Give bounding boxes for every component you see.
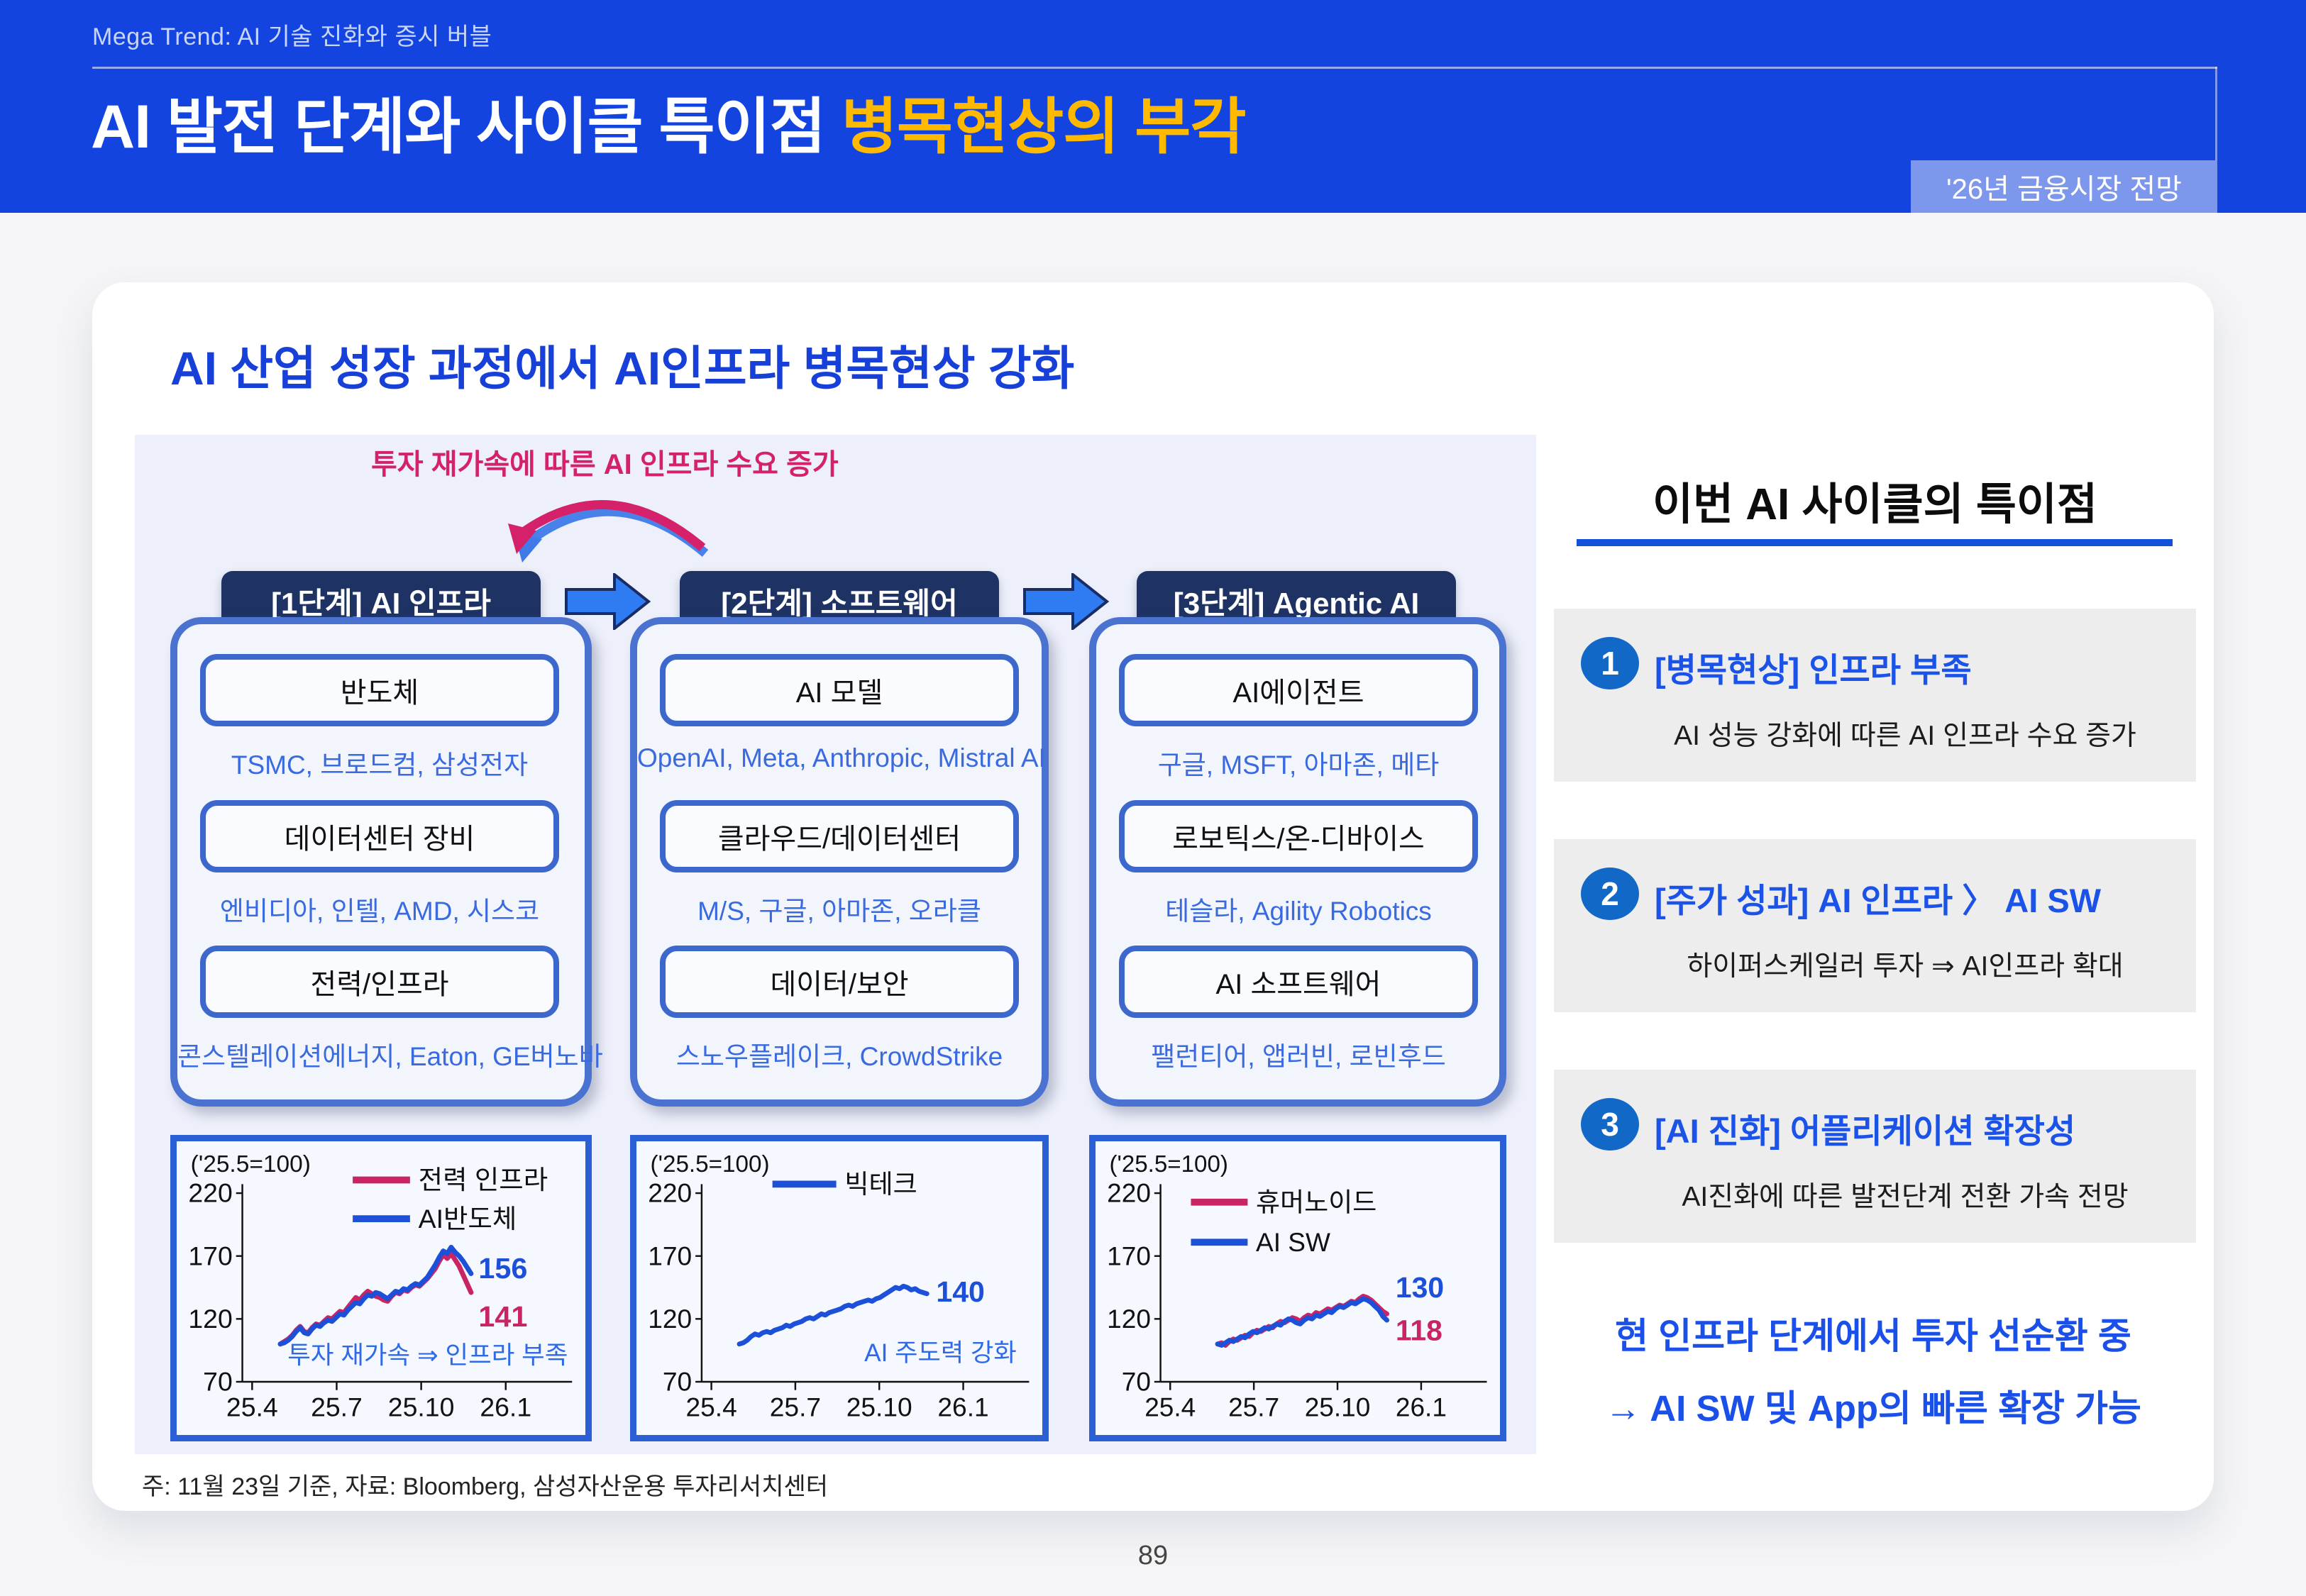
svg-text:26.1: 26.1 xyxy=(937,1392,988,1422)
page-number: 89 xyxy=(1137,1541,1169,1570)
svg-text:25.10: 25.10 xyxy=(846,1392,912,1422)
insight-1-subtext: AI 성능 강화에 따른 AI 인프라 수요 증가 xyxy=(1674,721,2136,751)
stage-2-companies-3: 스노우플레이크, CrowdStrike xyxy=(675,1042,1003,1071)
svg-text:70: 70 xyxy=(203,1367,233,1397)
svg-text:투자 재가속 ⇒ 인프라 부족: 투자 재가속 ⇒ 인프라 부족 xyxy=(287,1342,568,1370)
insight-item-3: 3 [AI 진화] 어플리케이션 확장성 AI진화에 따른 발전단계 전환 가속… xyxy=(1554,1070,2196,1243)
header-eyebrow: Mega Trend: AI 기술 진화와 증시 버블 xyxy=(92,23,492,50)
chart-humanoid-vs-aisw: 220 170 120 70 25.4 25.7 25.10 26.1 ('25.5=100) 휴… xyxy=(1089,1135,1506,1441)
outlook-badge: '26년 금융시장 전망 xyxy=(1911,160,2217,213)
chart-power-vs-semis: 220 170 120 70 25.4 25.7 25.10 26.1 ('25.5=100) 전… xyxy=(170,1135,592,1441)
right-panel-title: 이번 AI 사이클의 특이점 xyxy=(1652,480,2098,529)
section-title: AI 산업 성장 과정에서 AI인프라 병목현상 강화 xyxy=(170,342,1075,394)
header-rule xyxy=(92,67,2217,69)
svg-text:170: 170 xyxy=(1107,1241,1151,1270)
chart-bigtech: 220 170 120 70 25.4 25.7 25.10 26.1 ('25.5=100) 빅… xyxy=(630,1135,1049,1441)
stage-3-companies-2: 테슬라, Agility Robotics xyxy=(1165,897,1432,926)
svg-text:25.10: 25.10 xyxy=(1305,1392,1371,1422)
svg-text:('25.5=100): ('25.5=100) xyxy=(651,1151,770,1177)
svg-text:('25.5=100): ('25.5=100) xyxy=(1109,1151,1228,1177)
source-note: 주: 11월 23일 기준, 자료: Bloomberg, 삼성자산운용 투자리… xyxy=(142,1473,829,1500)
stage-2-box-1: AI 모델 xyxy=(660,654,1019,726)
svg-text:전력 인프라: 전력 인프라 xyxy=(419,1165,548,1195)
flow-arrow-1 xyxy=(565,573,651,630)
svg-text:AI 주도력 강화: AI 주도력 강화 xyxy=(864,1339,1017,1367)
svg-text:70: 70 xyxy=(663,1367,692,1397)
stage-3-box-2: 로보틱스/온-디바이스 xyxy=(1119,800,1478,872)
stage-1-column: 반도체 TSMC, 브로드컴, 삼성전자 데이터센터 장비 엔비디아, 인텔, … xyxy=(170,617,603,1107)
svg-text:170: 170 xyxy=(648,1241,692,1270)
svg-text:70: 70 xyxy=(1122,1367,1151,1397)
svg-text:25.4: 25.4 xyxy=(685,1392,737,1422)
stage-3-box-3: AI 소프트웨어 xyxy=(1119,946,1478,1018)
svg-text:26.1: 26.1 xyxy=(1396,1392,1447,1422)
header-corner-rule xyxy=(2215,67,2217,213)
svg-text:130: 130 xyxy=(1396,1271,1444,1304)
insight-1-number-badge: 1 xyxy=(1581,637,1639,689)
svg-text:170: 170 xyxy=(188,1241,232,1271)
svg-text:AI SW: AI SW xyxy=(1256,1227,1330,1257)
stage-1-box-3: 전력/인프라 xyxy=(200,946,559,1018)
insight-item-2: 2 [주가 성과] AI 인프라 〉 AI SW 하이퍼스케일러 투자 ⇒ AI… xyxy=(1554,839,2196,1012)
stage-2-companies-1: OpenAI, Meta, Anthropic, Mistral AI xyxy=(637,743,1046,772)
stage-2-box-3: 데이터/보안 xyxy=(660,946,1019,1018)
insight-3-title: [AI 진화] 어플리케이션 확장성 xyxy=(1655,1112,2076,1150)
svg-text:25.4: 25.4 xyxy=(1144,1392,1196,1422)
svg-text:25.7: 25.7 xyxy=(770,1392,821,1422)
stage-1-companies-2: 엔비디아, 인텔, AMD, 시스코 xyxy=(219,897,540,926)
page-title-main: AI 발전 단계와 사이클 특이점 xyxy=(91,93,842,161)
svg-text:118: 118 xyxy=(1396,1314,1442,1347)
page-title-accent: 병목현상의 부각 xyxy=(841,93,1247,161)
svg-text:AI반도체: AI반도체 xyxy=(419,1204,517,1234)
svg-text:120: 120 xyxy=(188,1304,232,1334)
stage-1-companies-3: 콘스텔레이션에너지, Eaton, GE버노바 xyxy=(177,1042,603,1071)
svg-text:220: 220 xyxy=(1107,1178,1151,1208)
header-bar: Mega Trend: AI 기술 진화와 증시 버블 AI 발전 단계와 사이… xyxy=(0,0,2306,213)
svg-text:120: 120 xyxy=(1107,1304,1151,1334)
stage-2-column: AI 모델 OpenAI, Meta, Anthropic, Mistral A… xyxy=(630,617,1049,1107)
insight-item-1: 1 [병목현상] 인프라 부족 AI 성능 강화에 따른 AI 인프라 수요 증… xyxy=(1554,609,2196,782)
stage-3-box-1: AI에이전트 xyxy=(1119,654,1478,726)
flow-arrow-2 xyxy=(1023,573,1110,630)
insight-2-title: [주가 성과] AI 인프라 〉 AI SW xyxy=(1655,882,2102,919)
svg-text:25.7: 25.7 xyxy=(1228,1392,1279,1422)
svg-text:141: 141 xyxy=(478,1300,527,1333)
svg-text:('25.5=100): ('25.5=100) xyxy=(191,1151,311,1177)
svg-text:25.4: 25.4 xyxy=(226,1392,278,1422)
stage-3-companies-1: 구글, MSFT, 아마존, 메타 xyxy=(1157,750,1440,780)
reacceleration-arc-arrow xyxy=(508,500,709,563)
svg-text:휴머노이드: 휴머노이드 xyxy=(1256,1187,1377,1217)
svg-text:25.7: 25.7 xyxy=(311,1392,363,1422)
stage-2-box-2: 클라우드/데이터센터 xyxy=(660,800,1019,872)
stage-3-companies-3: 팰런티어, 앱러빈, 로빈후드 xyxy=(1151,1042,1446,1071)
svg-text:120: 120 xyxy=(648,1304,692,1334)
conclusion-line-1: 현 인프라 단계에서 투자 선순환 중 xyxy=(1615,1316,2131,1356)
stage-1-box-1: 반도체 xyxy=(200,654,559,726)
reacceleration-label: 투자 재가속에 따른 AI 인프라 수요 증가 xyxy=(371,449,839,480)
insight-3-subtext: AI진화에 따른 발전단계 전환 가속 전망 xyxy=(1682,1182,2129,1212)
svg-text:25.10: 25.10 xyxy=(388,1392,455,1422)
svg-text:빅테크: 빅테크 xyxy=(844,1169,917,1199)
svg-text:220: 220 xyxy=(188,1178,232,1208)
page-title: AI 발전 단계와 사이클 특이점 병목현상의 부각 xyxy=(91,77,1247,165)
insight-2-subtext: 하이퍼스케일러 투자 ⇒ AI인프라 확대 xyxy=(1687,951,2124,982)
stage-3-column: AI에이전트 구글, MSFT, 아마존, 메타 로보틱스/온-디바이스 테슬라… xyxy=(1089,617,1506,1107)
svg-text:220: 220 xyxy=(648,1178,692,1208)
svg-text:140: 140 xyxy=(936,1275,984,1308)
insight-3-number-badge: 3 xyxy=(1581,1098,1639,1151)
stage-1-companies-1: TSMC, 브로드컴, 삼성전자 xyxy=(231,750,529,780)
insight-1-title: [병목현상] 인프라 부족 xyxy=(1655,651,1972,689)
svg-text:156: 156 xyxy=(478,1252,527,1285)
right-panel-underline xyxy=(1577,539,2173,546)
stage-2-companies-2: M/S, 구글, 아마존, 오라클 xyxy=(697,897,981,926)
insight-2-number-badge: 2 xyxy=(1581,868,1639,920)
svg-text:26.1: 26.1 xyxy=(480,1392,531,1422)
conclusion-line-2: → AI SW 및 App의 빠른 확장 가능 xyxy=(1605,1388,2141,1429)
stage-1-box-2: 데이터센터 장비 xyxy=(200,800,559,872)
